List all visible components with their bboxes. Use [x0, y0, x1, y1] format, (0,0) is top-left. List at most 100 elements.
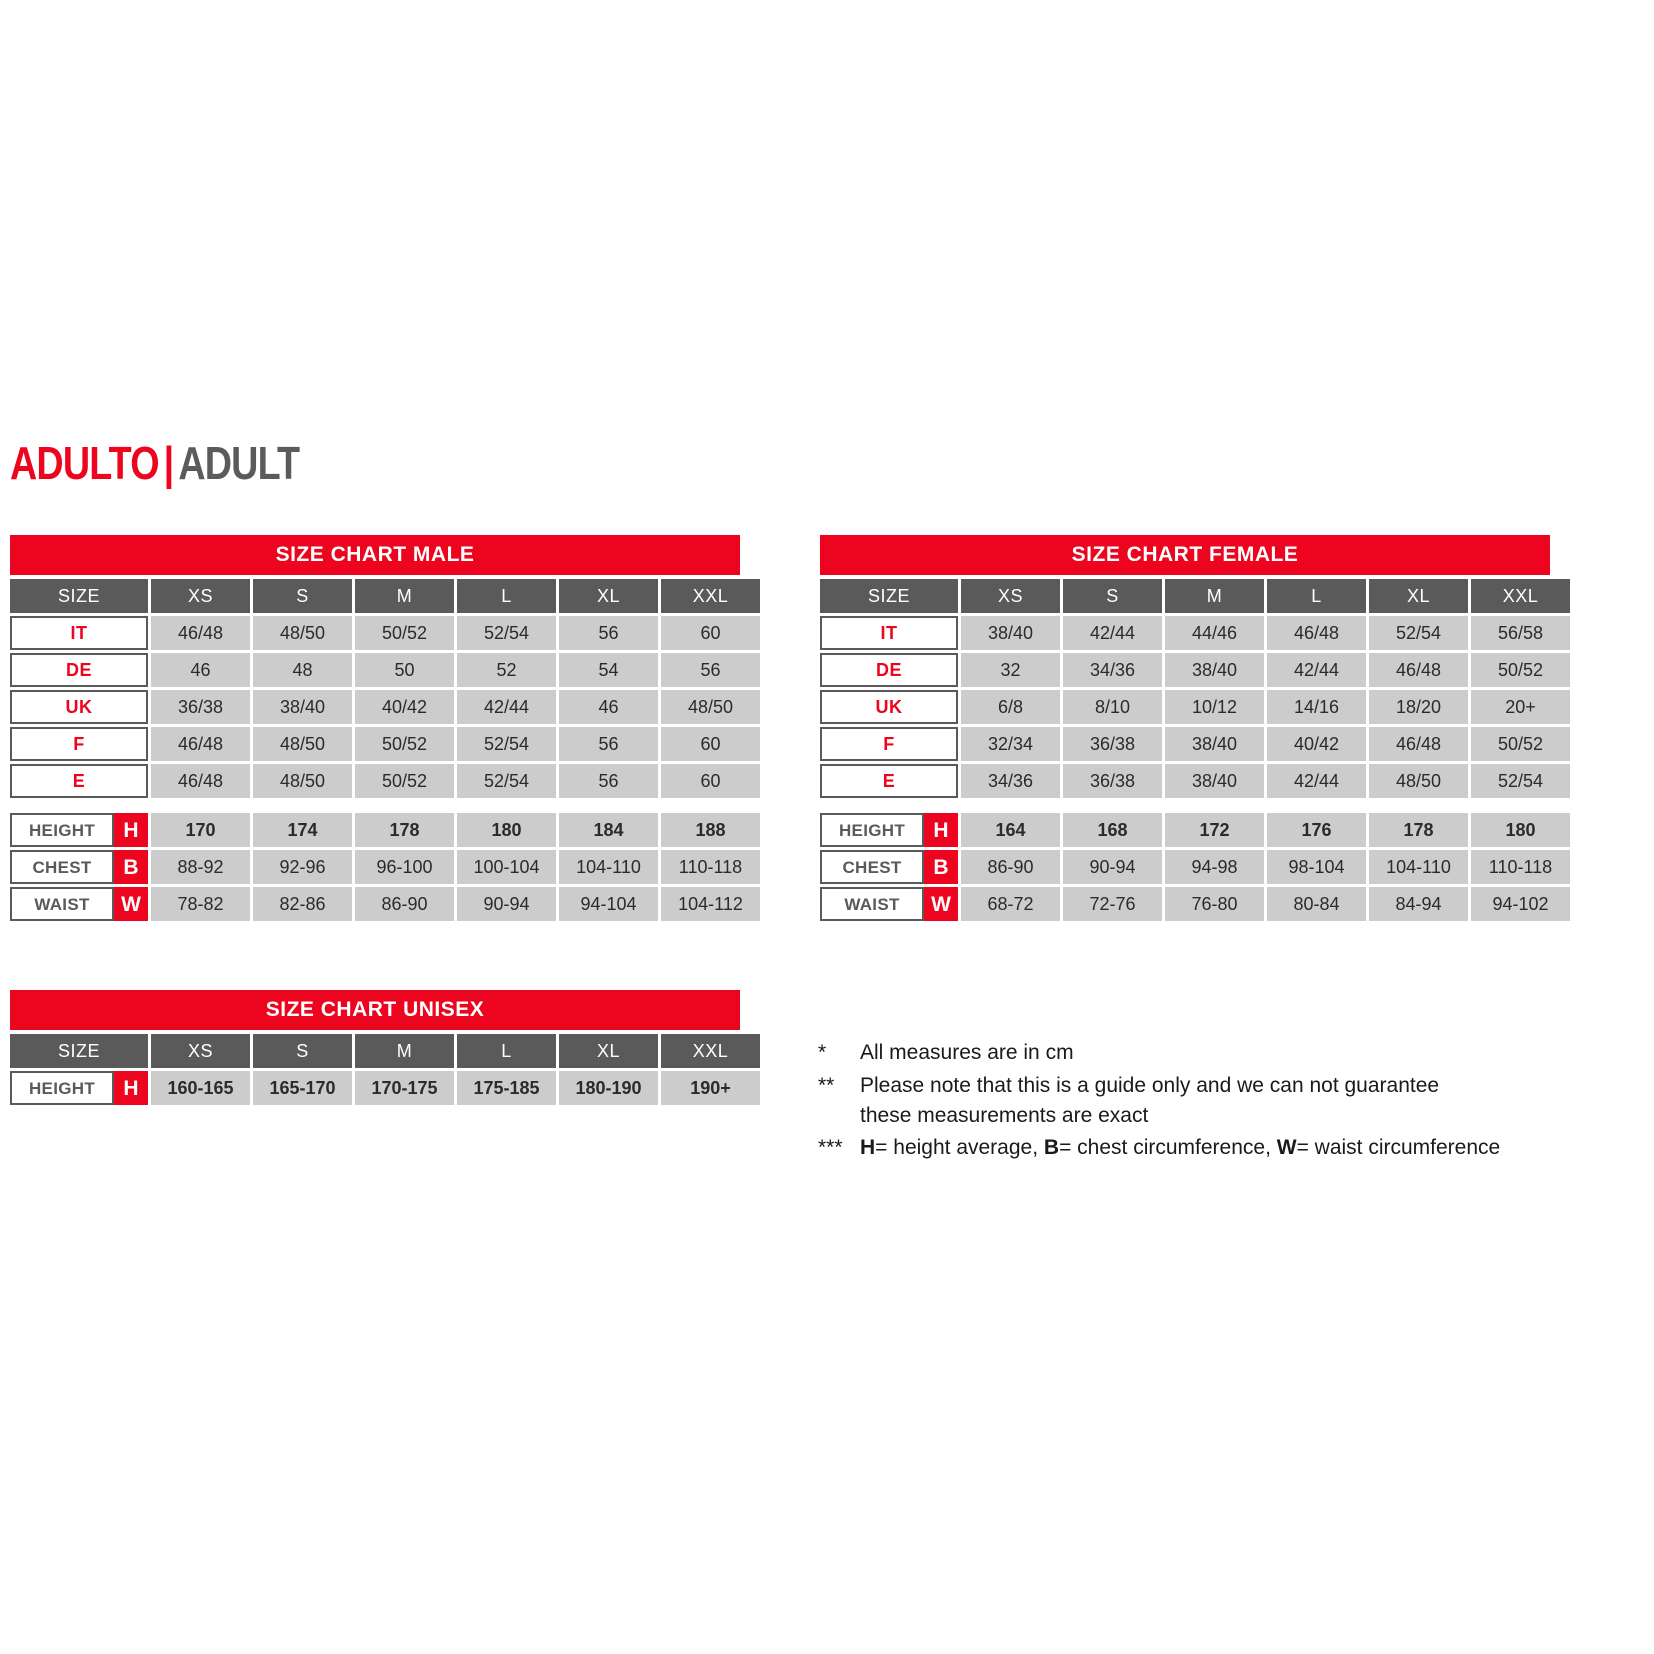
- column-header-l: L: [457, 579, 556, 613]
- table-row: HEIGHT H 170 174 178 180 184 188: [10, 813, 760, 847]
- table-cell: 46/48: [1369, 727, 1468, 761]
- page-title-primary: ADULTO: [10, 437, 160, 489]
- table-row: UK 6/8 8/10 10/12 14/16 18/20 20+: [820, 690, 1570, 724]
- footnote-item: *** H= height average, B= chest circumfer…: [818, 1133, 1648, 1163]
- table-body-male: SIZE XS S M L XL XXL IT 46/48 48/50 50/52 52/54 56 60…: [10, 579, 760, 921]
- measure-name: CHEST: [10, 850, 114, 884]
- column-header-m: M: [1165, 579, 1264, 613]
- table-cell: 50/52: [355, 616, 454, 650]
- measure-label-group: HEIGHT H: [820, 813, 958, 847]
- table-header-row: SIZE XS S M L XL XXL: [820, 579, 1570, 613]
- measure-label-group: HEIGHT H: [10, 1071, 148, 1105]
- table-cell: 56: [559, 727, 658, 761]
- row-label-height: HEIGHT H: [10, 813, 148, 847]
- row-label-it: IT: [10, 616, 148, 650]
- table-cell: 72-76: [1063, 887, 1162, 921]
- table-cell: 94-104: [559, 887, 658, 921]
- table-row: HEIGHT H 164 168 172 176 178 180: [820, 813, 1570, 847]
- table-cell: 60: [661, 764, 760, 798]
- row-label-de: DE: [820, 653, 958, 687]
- measure-name: WAIST: [10, 887, 114, 921]
- table-cell: 38/40: [1165, 653, 1264, 687]
- column-header-xxl: XXL: [1471, 579, 1570, 613]
- table-cell: 40/42: [1267, 727, 1366, 761]
- column-header-l: L: [457, 1034, 556, 1068]
- table-cell: 84-94: [1369, 887, 1468, 921]
- table-cell: 38/40: [253, 690, 352, 724]
- table-cell: 82-86: [253, 887, 352, 921]
- column-header-xs: XS: [151, 1034, 250, 1068]
- column-header-xl: XL: [559, 579, 658, 613]
- footnote-marker: **: [818, 1073, 835, 1097]
- table-cell: 94-102: [1471, 887, 1570, 921]
- table-cell: 56: [661, 653, 760, 687]
- row-label-uk: UK: [10, 690, 148, 724]
- row-label-uk: UK: [820, 690, 958, 724]
- row-label-de: DE: [10, 653, 148, 687]
- table-cell: 46/48: [151, 764, 250, 798]
- column-header-size: SIZE: [10, 1034, 148, 1068]
- row-label-e: E: [820, 764, 958, 798]
- column-header-xs: XS: [151, 579, 250, 613]
- table-cell: 52/54: [457, 764, 556, 798]
- table-cell: 100-104: [457, 850, 556, 884]
- table-row: HEIGHT H 160-165 165-170 170-175 175-185 180-1…: [10, 1071, 760, 1105]
- table-cell: 170-175: [355, 1071, 454, 1105]
- size-table-male: SIZE XS S M L XL XXL IT 46/48 48/50 50/52 52/54 56 60…: [7, 576, 763, 924]
- size-chart-female: SIZE CHART FEMALE SIZE XS S M L XL XXL IT 38/40 4…: [820, 535, 1570, 924]
- table-cell: 176: [1267, 813, 1366, 847]
- row-label-waist: WAIST W: [820, 887, 958, 921]
- measure-label-group: CHEST B: [820, 850, 958, 884]
- table-cell: 98-104: [1267, 850, 1366, 884]
- table-cell: 50/52: [1471, 653, 1570, 687]
- table-cell: 50/52: [355, 727, 454, 761]
- table-cell: 90-94: [1063, 850, 1162, 884]
- row-label-f: F: [820, 727, 958, 761]
- table-body-unisex: SIZE XS S M L XL XXL HEIGHT H 160-165 165-170 170-1…: [10, 1034, 760, 1105]
- column-header-xxl: XXL: [661, 579, 760, 613]
- measure-name: CHEST: [820, 850, 924, 884]
- table-cell: 46: [151, 653, 250, 687]
- measure-name: HEIGHT: [10, 813, 114, 847]
- table-row: WAIST W 78-82 82-86 86-90 90-94 94-104 104-112: [10, 887, 760, 921]
- table-cell: 56: [559, 764, 658, 798]
- table-cell: 160-165: [151, 1071, 250, 1105]
- column-header-m: M: [355, 579, 454, 613]
- row-label-f: F: [10, 727, 148, 761]
- table-cell: 14/16: [1267, 690, 1366, 724]
- row-label-height: HEIGHT H: [820, 813, 958, 847]
- footnote-item: ** Please note that this is a guide only …: [818, 1071, 1648, 1131]
- column-header-xl: XL: [1369, 579, 1468, 613]
- table-cell: 48/50: [253, 616, 352, 650]
- table-cell: 190+: [661, 1071, 760, 1105]
- table-cell: 92-96: [253, 850, 352, 884]
- table-header-row: SIZE XS S M L XL XXL: [10, 579, 760, 613]
- table-cell: 36/38: [1063, 764, 1162, 798]
- table-row: UK 36/38 38/40 40/42 42/44 46 48/50: [10, 690, 760, 724]
- column-header-xs: XS: [961, 579, 1060, 613]
- table-cell: 42/44: [1063, 616, 1162, 650]
- size-table-unisex: SIZE XS S M L XL XXL HEIGHT H 160-165 165-170 170-1…: [7, 1031, 763, 1108]
- table-cell: 184: [559, 813, 658, 847]
- table-row: E 46/48 48/50 50/52 52/54 56 60: [10, 764, 760, 798]
- table-row: DE 32 34/36 38/40 42/44 46/48 50/52: [820, 653, 1570, 687]
- footnotes: * All measures are in cm ** Please note tha…: [818, 1038, 1648, 1166]
- table-cell: 56/58: [1471, 616, 1570, 650]
- table-cell: 86-90: [355, 887, 454, 921]
- table-cell: 8/10: [1063, 690, 1162, 724]
- measure-badge-w: W: [114, 887, 148, 921]
- table-cell: 80-84: [1267, 887, 1366, 921]
- column-header-xxl: XXL: [661, 1034, 760, 1068]
- table-cell: 42/44: [1267, 653, 1366, 687]
- row-label-chest: CHEST B: [820, 850, 958, 884]
- table-cell: 50: [355, 653, 454, 687]
- table-cell: 104-110: [559, 850, 658, 884]
- table-cell: 164: [961, 813, 1060, 847]
- page-title: ADULTO | ADULT: [10, 437, 300, 489]
- table-cell: 32: [961, 653, 1060, 687]
- table-cell: 90-94: [457, 887, 556, 921]
- table-cell: 44/46: [1165, 616, 1264, 650]
- measure-badge-h: H: [924, 813, 958, 847]
- table-cell: 86-90: [961, 850, 1060, 884]
- page-title-separator: |: [163, 437, 175, 489]
